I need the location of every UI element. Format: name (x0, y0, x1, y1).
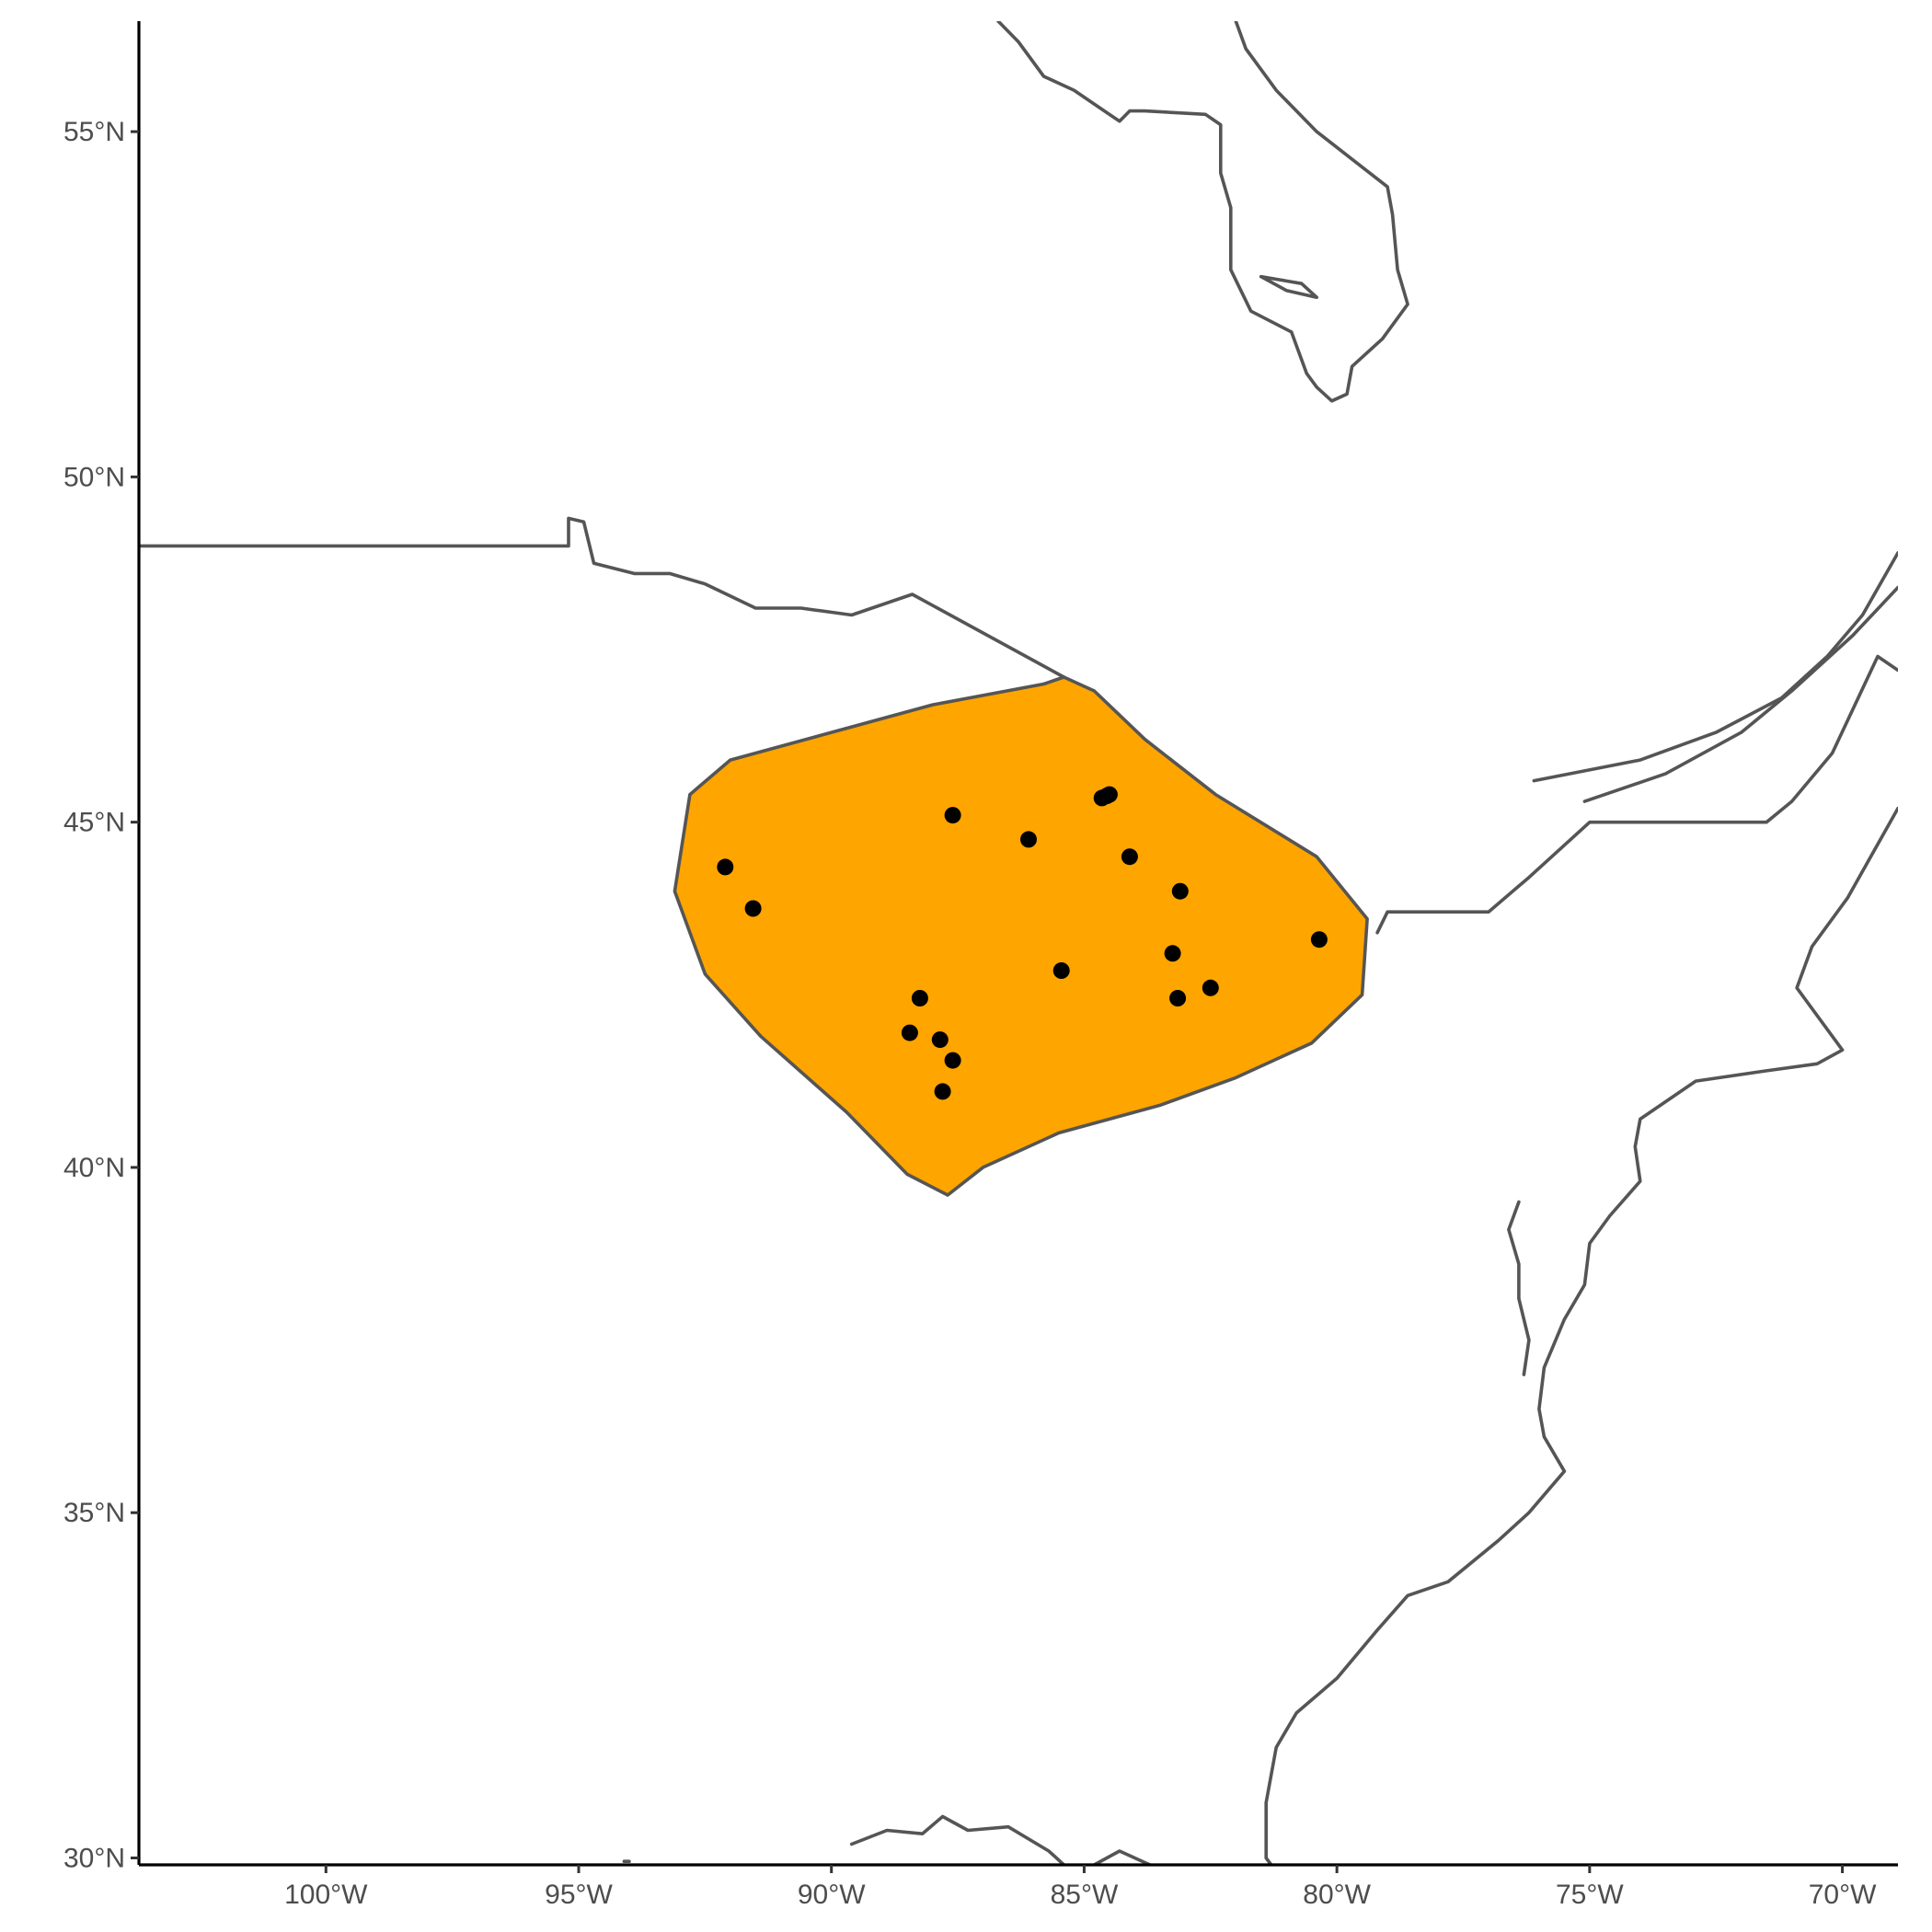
occurrence-point (1310, 931, 1328, 949)
range-layer (673, 675, 1369, 1197)
x-tick-label: 95°W (545, 1880, 613, 1910)
occurrence-point (717, 858, 734, 876)
occurrence-point (1164, 945, 1181, 962)
us-canada-border-west (139, 516, 1066, 679)
coastline-layer (139, 21, 1898, 1865)
occurrence-point (944, 807, 961, 824)
occurrence-point (1202, 979, 1219, 996)
points-layer (717, 786, 1328, 1100)
occurrence-point (1171, 882, 1189, 900)
x-tick-label: 100°W (284, 1880, 368, 1910)
x-tick-label: 80°W (1303, 1880, 1371, 1910)
y-tick-label: 45°N (63, 808, 125, 838)
y-axis-ticks: 30°N 35°N 40°N 45°N 50°N 55°N (63, 117, 139, 1873)
occurrence-point (911, 990, 928, 1006)
occurrence-point (1169, 990, 1187, 1006)
axes-layer (137, 21, 1898, 1867)
range-area (673, 675, 1369, 1197)
gulf-coast-east (1092, 1849, 1152, 1865)
hudson-bay (996, 21, 1409, 403)
x-tick-label: 75°W (1556, 1880, 1624, 1910)
x-tick-label: 85°W (1051, 1880, 1119, 1910)
occurrence-point (744, 900, 762, 917)
x-tick-label: 90°W (798, 1880, 866, 1910)
occurrence-point (944, 1052, 961, 1069)
chesapeake-bay (1507, 1200, 1531, 1376)
occurrence-point (931, 1031, 949, 1049)
occurrence-point (1098, 788, 1116, 805)
gulf-coast (849, 1814, 1066, 1865)
y-tick-label: 50°N (63, 462, 125, 492)
y-tick-label: 35°N (63, 1498, 125, 1528)
akimiski-island (1259, 274, 1318, 299)
occurrence-point (1052, 962, 1070, 979)
y-tick-label: 55°N (63, 117, 125, 147)
x-axis-ticks: 100°W 95°W 90°W 85°W 80°W 75°W 70°W (284, 1865, 1877, 1910)
occurrence-point (901, 1024, 918, 1041)
occurrence-point (934, 1083, 951, 1100)
occurrence-point (1121, 848, 1138, 866)
y-tick-label: 40°N (63, 1153, 125, 1183)
east-coast (1264, 806, 1898, 1865)
y-tick-label: 30°N (63, 1843, 125, 1873)
st-lawrence-south (1582, 585, 1898, 803)
occurrence-point (1020, 831, 1037, 848)
us-canada-border-east (1375, 654, 1898, 935)
x-tick-label: 70°W (1809, 1880, 1877, 1910)
